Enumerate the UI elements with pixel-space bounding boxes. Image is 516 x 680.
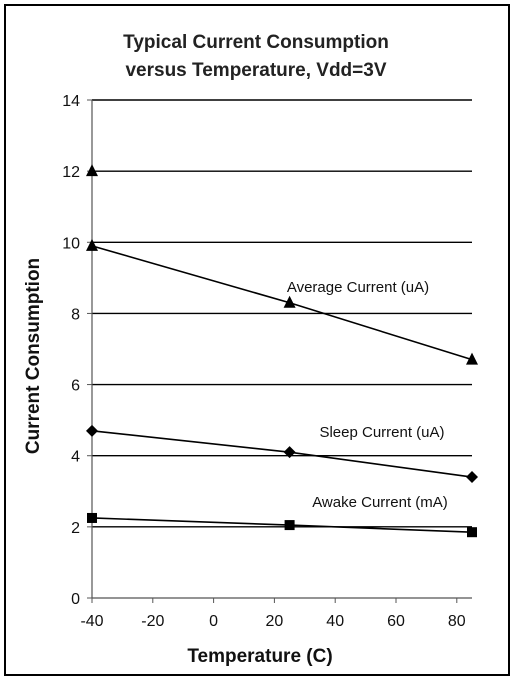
tick-labels: 0 2 4 6 8 10 12 14 -40 -20 0 20 40 60 80 <box>62 93 466 630</box>
data-point-triangle-extra-0 <box>86 164 98 177</box>
x-tick-label--20: -20 <box>141 613 164 630</box>
gridlines <box>92 99 472 528</box>
data-point-triangle-2 <box>466 352 478 365</box>
y-tick-label-0: 0 <box>71 591 80 608</box>
x-tick-label-0: 0 <box>209 613 218 630</box>
data-point-diamond-1 <box>283 446 296 459</box>
y-tick-label-4: 4 <box>71 449 80 466</box>
x-tick-label-60: 60 <box>387 613 405 630</box>
y-tick-label-14: 14 <box>62 93 80 110</box>
series-label-square: Awake Current (mA) <box>312 494 448 511</box>
series-label-diamond: Sleep Current (uA) <box>319 424 444 441</box>
x-tick-label-20: 20 <box>266 613 284 630</box>
current-consumption-chart: Typical Current Consumption versus Tempe… <box>23 32 478 667</box>
chart-frame: Typical Current Consumption versus Tempe… <box>4 4 510 676</box>
series-annotations: Average Current (uA) Sleep Current (uA) Aw… <box>287 279 448 511</box>
data-point-diamond-2 <box>466 471 478 484</box>
y-tick-label-12: 12 <box>62 164 80 181</box>
data-point-triangle-1 <box>283 295 296 308</box>
series-label-triangle: Average Current (uA) <box>287 279 429 296</box>
y-tick-label-2: 2 <box>71 520 80 537</box>
x-tick-label-40: 40 <box>326 613 344 630</box>
x-axis-label: Temperature (C) <box>187 646 332 667</box>
data-point-triangle-0 <box>86 238 98 251</box>
y-tick-label-8: 8 <box>71 306 80 323</box>
chart-title-line-2: versus Temperature, Vdd=3V <box>125 60 386 81</box>
data-point-square-2 <box>467 527 477 538</box>
series-line-square <box>91 517 473 533</box>
x-tick-label--40: -40 <box>80 613 103 630</box>
chart-title-line-1: Typical Current Consumption <box>123 32 389 53</box>
x-tick-label-80: 80 <box>448 613 466 630</box>
data-point-diamond-0 <box>86 424 98 437</box>
y-tick-label-6: 6 <box>71 378 80 395</box>
y-axis-label: Current Consumption <box>23 258 44 454</box>
data-point-square-0 <box>87 512 97 523</box>
series-line-triangle <box>91 245 473 361</box>
series-layer <box>86 164 478 538</box>
data-point-square-1 <box>284 520 295 531</box>
y-tick-label-10: 10 <box>62 235 80 252</box>
